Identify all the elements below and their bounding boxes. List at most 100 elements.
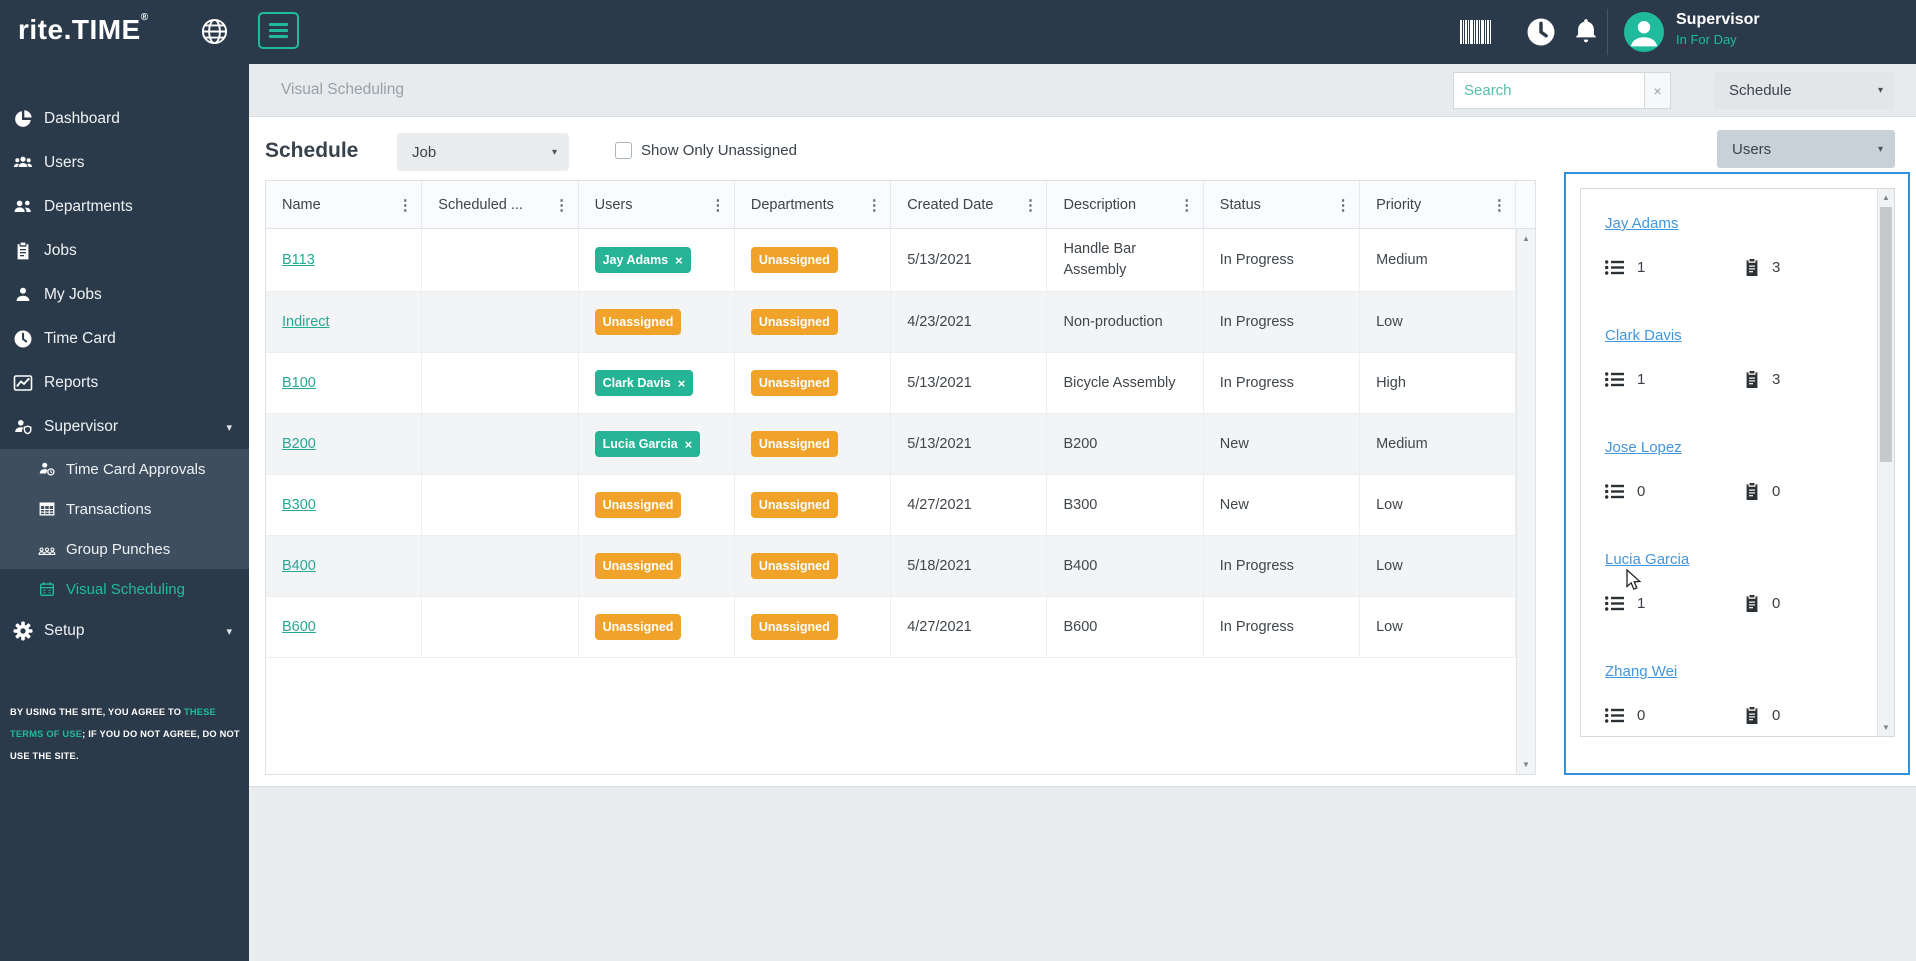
column-menu-icon[interactable]: ⋮ [866,196,882,214]
user-tag[interactable]: Unassigned [594,491,682,519]
department-tag[interactable]: Unassigned [750,552,838,580]
barcode-icon[interactable] [1460,0,1492,64]
column-menu-icon[interactable]: ⋮ [1491,196,1507,214]
column-menu-icon[interactable]: ⋮ [554,196,570,214]
department-tag[interactable]: Unassigned [750,369,838,397]
department-tag[interactable]: Unassigned [750,308,838,336]
user-link[interactable]: Lucia Garcia [1605,551,1690,568]
sidebar-item-jobs[interactable]: Jobs [0,229,249,273]
main-area: Visual Scheduling × Schedule ▾ Schedule … [249,64,1916,961]
user-link[interactable]: Zhang Wei [1605,663,1678,680]
grid-scrollbar[interactable]: ▲ ▼ [1516,229,1535,774]
user-tag[interactable]: Unassigned [594,613,682,641]
scrollbar-thumb[interactable] [1880,207,1892,462]
user-link[interactable]: Jose Lopez [1605,439,1682,456]
department-tag[interactable]: Unassigned [750,246,838,274]
app-logo: rite.TIME® [18,12,149,45]
column-header-name[interactable]: Name ⋮ [266,181,423,228]
sidebar-item-supervisor[interactable]: Supervisor ▾ [0,405,249,449]
job-link[interactable]: Indirect [282,313,330,330]
table-row: B300 Unassigned Unassigned 4/27/2021 B30… [266,475,1535,537]
menu-toggle-button[interactable] [258,12,299,49]
user-entry: Jose Lopez 0 0 [1581,413,1894,525]
panel-type-dropdown[interactable]: Users ▾ [1717,130,1895,168]
scroll-up-icon[interactable]: ▲ [1882,193,1890,202]
user-link[interactable]: Jay Adams [1605,215,1679,232]
column-menu-icon[interactable]: ⋮ [1335,196,1351,214]
scroll-up-icon[interactable]: ▲ [1522,234,1530,243]
sidebar-item-time-card-approvals[interactable]: Time Card Approvals [0,449,249,489]
panel-scrollbar[interactable]: ▲ ▼ [1877,189,1894,736]
group-by-dropdown[interactable]: Job ▾ [397,133,569,171]
column-header-description[interactable]: Description ⋮ [1047,181,1204,228]
column-header-scheduled[interactable]: Scheduled ... ⋮ [422,181,579,228]
sidebar-item-departments[interactable]: Departments [0,185,249,229]
search-input[interactable] [1453,72,1644,109]
sidebar-item-time-card[interactable]: Time Card [0,317,249,361]
column-header-users[interactable]: Users ⋮ [579,181,735,228]
job-link[interactable]: B200 [282,435,316,452]
description: B400 [1047,536,1204,597]
job-link[interactable]: B113 [282,251,315,268]
search-clear-button[interactable]: × [1644,72,1671,109]
show-only-unassigned-row: Show Only Unassigned [615,142,797,159]
department-tag[interactable]: Unassigned [750,430,838,458]
page-view-dropdown[interactable]: Schedule ▾ [1714,72,1895,109]
users-group-icon [13,156,33,167]
column-menu-icon[interactable]: ⋮ [1022,196,1038,214]
terms-of-use-link[interactable]: THESE TERMS OF USE [10,707,216,739]
sidebar-item-setup[interactable]: Setup ▾ [0,609,249,653]
sidebar-item-my-jobs[interactable]: My Jobs [0,273,249,317]
sidebar-item-transactions[interactable]: Transactions [0,489,249,529]
sidebar-item-visual-scheduling[interactable]: Visual Scheduling [0,569,249,609]
user-tag[interactable]: Jay Adams × [594,246,691,274]
remove-user-icon[interactable]: × [677,375,686,391]
column-header-created-date[interactable]: Created Date ⋮ [891,181,1048,228]
job-count: 0 [1772,595,1781,612]
status: In Progress [1204,597,1361,658]
terms-footer: BY USING THE SITE, YOU AGREE TO THESE TE… [10,707,240,761]
user-tag[interactable]: Lucia Garcia × [594,430,701,458]
departments-icon [14,200,31,212]
notifications-bell-icon[interactable] [1572,0,1600,64]
sidebar-item-reports[interactable]: Reports [0,361,249,405]
column-header-priority[interactable]: Priority ⋮ [1360,181,1517,228]
description: Non-production [1047,292,1204,353]
scroll-down-icon[interactable]: ▼ [1882,723,1890,732]
department-tag[interactable]: Unassigned [750,613,838,641]
job-link[interactable]: B100 [282,374,316,391]
sidebar-item-group-punches[interactable]: Group Punches [0,529,249,569]
show-only-unassigned-checkbox[interactable] [615,142,632,159]
user-link[interactable]: Clark Davis [1605,327,1682,344]
column-menu-icon[interactable]: ⋮ [710,196,726,214]
column-menu-icon[interactable]: ⋮ [1179,196,1195,214]
avatar[interactable] [1624,12,1664,52]
scheduled-count: 1 [1637,371,1646,388]
user-tag[interactable]: Unassigned [594,552,682,580]
user-tag[interactable]: Clark Davis × [594,369,694,397]
scroll-down-icon[interactable]: ▼ [1522,760,1530,769]
remove-user-icon[interactable]: × [675,252,683,268]
sidebar-item-users[interactable]: Users [0,141,249,185]
remove-user-icon[interactable]: × [684,436,693,452]
department-tag[interactable]: Unassigned [750,491,838,519]
job-link[interactable]: B600 [282,618,316,635]
sidebar-item-dashboard[interactable]: Dashboard [0,97,249,141]
job-link[interactable]: B400 [282,557,316,574]
priority: Medium [1360,414,1517,475]
dashboard-pie-icon [15,110,32,127]
column-header-status[interactable]: Status ⋮ [1204,181,1361,228]
priority: High [1360,353,1517,414]
column-menu-icon[interactable]: ⋮ [397,196,413,214]
supervisor-submenu: Time Card Approvals Transactions Group P… [0,449,249,569]
user-tag[interactable]: Unassigned [594,308,682,336]
time-card-approvals-icon [39,462,55,476]
time-clock-icon[interactable] [1526,0,1556,64]
user-info[interactable]: Supervisor In For Day [1676,11,1760,47]
topbar-divider [1607,9,1608,55]
table-row: B100 Clark Davis × Unassigned 5/13/2021 B… [266,353,1535,415]
column-header-departments[interactable]: Departments ⋮ [735,181,892,228]
scheduled-cell [422,292,579,353]
job-link[interactable]: B300 [282,496,316,513]
created-date: 4/23/2021 [891,292,1048,353]
